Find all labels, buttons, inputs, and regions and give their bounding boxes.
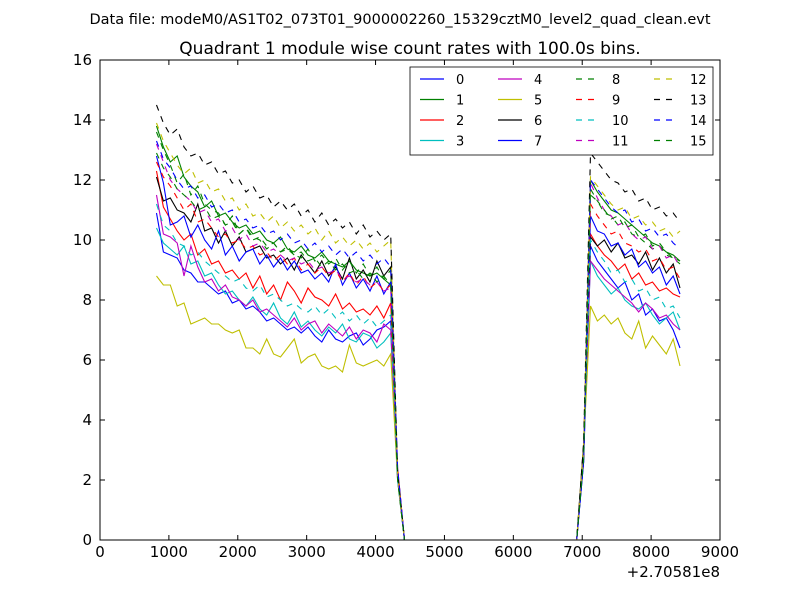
legend-label-10: 10: [612, 114, 629, 129]
x-tick-label: 1000: [150, 543, 188, 561]
y-tick-label: 2: [82, 471, 92, 489]
y-tick-label: 10: [73, 231, 92, 249]
y-tick-label: 12: [73, 171, 92, 189]
x-tick-label: 9000: [701, 543, 739, 561]
legend-label-15: 15: [690, 135, 707, 150]
legend-label-2: 2: [456, 114, 464, 129]
x-tick-label: 8000: [632, 543, 670, 561]
x-offset-label: +2.70581e8: [627, 563, 720, 581]
x-tick-label: 5000: [425, 543, 463, 561]
series-line-1: [155, 125, 681, 540]
series-line-5: [156, 275, 681, 540]
legend-label-3: 3: [456, 135, 464, 150]
series-line-9: [156, 161, 681, 540]
x-tick-label: 4000: [356, 543, 394, 561]
y-tick-label: 8: [82, 291, 92, 309]
legend-label-12: 12: [690, 73, 707, 88]
y-tick-label: 14: [73, 111, 92, 129]
series-line-13: [155, 104, 681, 540]
y-tick-label: 4: [82, 411, 92, 429]
x-tick-label: 3000: [288, 543, 326, 561]
legend-label-13: 13: [690, 94, 707, 109]
axis-ticks: 0 1000 2000 3000 4000 5000 6000 7000 8000 9000 0 2 4…: [73, 51, 739, 561]
series-line-2: [155, 170, 681, 540]
plot-area: [155, 104, 681, 540]
legend-label-9: 9: [612, 94, 620, 109]
figure-suptitle: Data file: modeM0/AS1T02_073T01_90000022…: [89, 12, 710, 28]
legend-label-5: 5: [534, 94, 542, 109]
y-tick-label: 0: [82, 531, 92, 549]
y-tick-label: 16: [73, 51, 92, 69]
series-line-0: [155, 212, 681, 540]
legend-label-7: 7: [534, 135, 542, 150]
series-line-6: [155, 176, 681, 540]
x-tick-label: 2000: [219, 543, 257, 561]
x-tick-label: 6000: [494, 543, 532, 561]
series-line-14: [155, 140, 681, 540]
series-line-4: [155, 194, 681, 540]
legend-box: [409, 66, 714, 156]
series-line-11: [155, 143, 681, 540]
legend-label-14: 14: [690, 114, 707, 129]
series-line-7: [155, 155, 681, 540]
series-line-8: [155, 131, 681, 540]
y-tick-label: 6: [82, 351, 92, 369]
legend-label-6: 6: [534, 114, 542, 129]
legend-label-8: 8: [612, 73, 620, 88]
x-tick-label: 7000: [563, 543, 601, 561]
legend-label-0: 0: [456, 73, 464, 88]
series-line-10: [155, 203, 681, 540]
chart-title: Quadrant 1 module wise count rates with …: [179, 39, 640, 59]
legend-label-1: 1: [456, 94, 464, 109]
legend-label-4: 4: [534, 73, 542, 88]
series-line-15: [156, 152, 681, 540]
legend-label-11: 11: [612, 135, 629, 150]
x-tick-label: 0: [95, 543, 105, 561]
